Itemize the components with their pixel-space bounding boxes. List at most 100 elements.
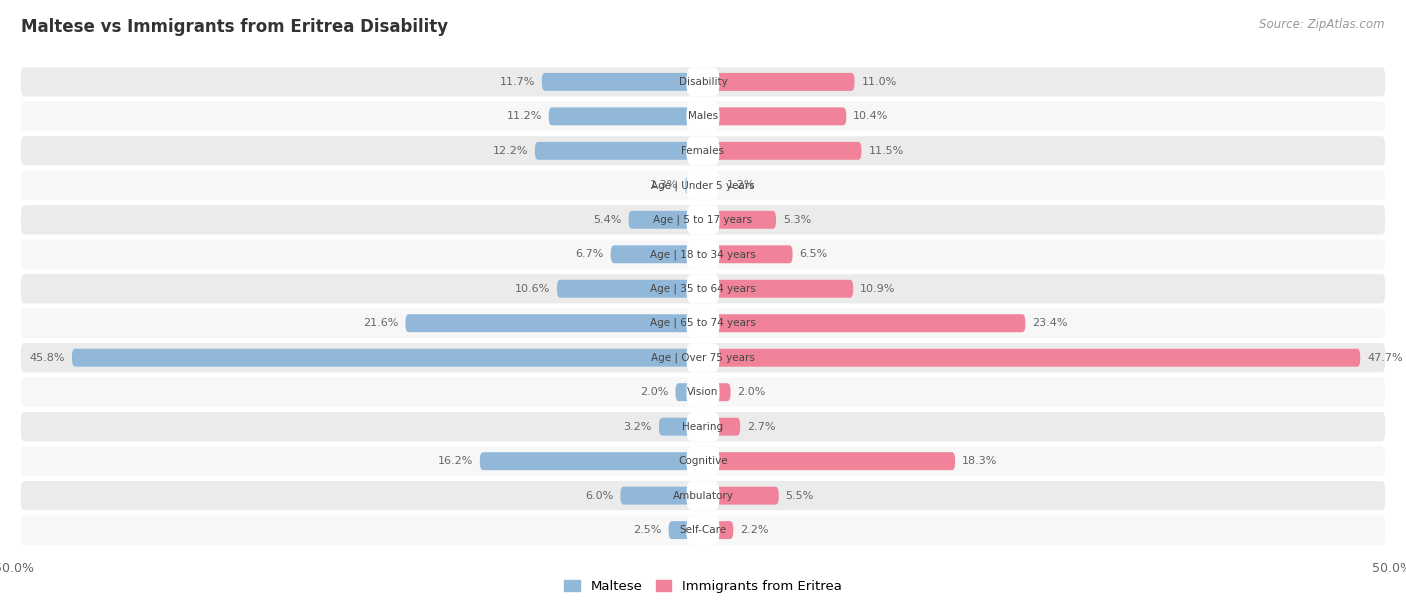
FancyBboxPatch shape	[541, 73, 703, 91]
FancyBboxPatch shape	[686, 378, 720, 407]
FancyBboxPatch shape	[686, 481, 720, 510]
Text: 21.6%: 21.6%	[363, 318, 398, 328]
FancyBboxPatch shape	[686, 447, 720, 476]
Text: Age | 18 to 34 years: Age | 18 to 34 years	[650, 249, 756, 259]
Text: 1.2%: 1.2%	[727, 181, 755, 190]
Text: Cognitive: Cognitive	[678, 456, 728, 466]
Text: Males: Males	[688, 111, 718, 121]
Text: 45.8%: 45.8%	[30, 353, 65, 363]
FancyBboxPatch shape	[72, 349, 703, 367]
Text: Age | 65 to 74 years: Age | 65 to 74 years	[650, 318, 756, 329]
FancyBboxPatch shape	[21, 171, 1385, 200]
Text: 5.5%: 5.5%	[786, 491, 814, 501]
Text: 10.6%: 10.6%	[515, 284, 550, 294]
Text: Age | Over 75 years: Age | Over 75 years	[651, 353, 755, 363]
FancyBboxPatch shape	[703, 107, 846, 125]
FancyBboxPatch shape	[405, 315, 703, 332]
FancyBboxPatch shape	[628, 211, 703, 229]
Text: 1.3%: 1.3%	[650, 181, 678, 190]
FancyBboxPatch shape	[21, 481, 1385, 510]
FancyBboxPatch shape	[21, 136, 1385, 165]
Text: 23.4%: 23.4%	[1032, 318, 1067, 328]
Text: 11.2%: 11.2%	[506, 111, 541, 121]
FancyBboxPatch shape	[703, 245, 793, 263]
FancyBboxPatch shape	[675, 383, 703, 401]
FancyBboxPatch shape	[686, 309, 720, 338]
Text: Ambulatory: Ambulatory	[672, 491, 734, 501]
FancyBboxPatch shape	[703, 211, 776, 229]
Text: Vision: Vision	[688, 387, 718, 397]
Text: 11.0%: 11.0%	[862, 77, 897, 87]
Text: 16.2%: 16.2%	[437, 456, 472, 466]
FancyBboxPatch shape	[686, 240, 720, 269]
FancyBboxPatch shape	[686, 516, 720, 545]
FancyBboxPatch shape	[703, 383, 731, 401]
Text: Age | Under 5 years: Age | Under 5 years	[651, 180, 755, 190]
FancyBboxPatch shape	[610, 245, 703, 263]
FancyBboxPatch shape	[21, 67, 1385, 97]
Text: 47.7%: 47.7%	[1367, 353, 1403, 363]
Text: Source: ZipAtlas.com: Source: ZipAtlas.com	[1260, 18, 1385, 31]
FancyBboxPatch shape	[557, 280, 703, 297]
Text: 6.0%: 6.0%	[585, 491, 613, 501]
Text: 12.2%: 12.2%	[492, 146, 529, 156]
FancyBboxPatch shape	[703, 142, 862, 160]
FancyBboxPatch shape	[21, 343, 1385, 372]
Text: 2.7%: 2.7%	[747, 422, 776, 431]
FancyBboxPatch shape	[703, 349, 1360, 367]
FancyBboxPatch shape	[21, 102, 1385, 131]
FancyBboxPatch shape	[703, 176, 720, 194]
FancyBboxPatch shape	[703, 315, 1025, 332]
Text: 2.5%: 2.5%	[633, 525, 662, 535]
FancyBboxPatch shape	[479, 452, 703, 470]
FancyBboxPatch shape	[21, 308, 1385, 338]
FancyBboxPatch shape	[686, 205, 720, 234]
Text: 3.2%: 3.2%	[624, 422, 652, 431]
FancyBboxPatch shape	[21, 274, 1385, 304]
Text: 11.5%: 11.5%	[869, 146, 904, 156]
FancyBboxPatch shape	[686, 412, 720, 441]
FancyBboxPatch shape	[21, 205, 1385, 234]
Text: 2.2%: 2.2%	[740, 525, 769, 535]
Text: 6.7%: 6.7%	[575, 249, 603, 259]
FancyBboxPatch shape	[703, 487, 779, 505]
Text: 18.3%: 18.3%	[962, 456, 997, 466]
FancyBboxPatch shape	[21, 240, 1385, 269]
Text: 5.3%: 5.3%	[783, 215, 811, 225]
Legend: Maltese, Immigrants from Eritrea: Maltese, Immigrants from Eritrea	[558, 575, 848, 598]
FancyBboxPatch shape	[685, 176, 703, 194]
FancyBboxPatch shape	[703, 452, 955, 470]
Text: 2.0%: 2.0%	[640, 387, 669, 397]
FancyBboxPatch shape	[669, 521, 703, 539]
Text: 2.0%: 2.0%	[738, 387, 766, 397]
FancyBboxPatch shape	[620, 487, 703, 505]
Text: Age | 35 to 64 years: Age | 35 to 64 years	[650, 283, 756, 294]
Text: Hearing: Hearing	[682, 422, 724, 431]
FancyBboxPatch shape	[21, 412, 1385, 441]
Text: 6.5%: 6.5%	[800, 249, 828, 259]
Text: Disability: Disability	[679, 77, 727, 87]
Text: Females: Females	[682, 146, 724, 156]
Text: 10.9%: 10.9%	[860, 284, 896, 294]
FancyBboxPatch shape	[21, 378, 1385, 407]
FancyBboxPatch shape	[703, 521, 734, 539]
FancyBboxPatch shape	[703, 418, 740, 436]
Text: 10.4%: 10.4%	[853, 111, 889, 121]
Text: 11.7%: 11.7%	[499, 77, 534, 87]
FancyBboxPatch shape	[703, 280, 853, 297]
FancyBboxPatch shape	[534, 142, 703, 160]
Text: 5.4%: 5.4%	[593, 215, 621, 225]
FancyBboxPatch shape	[686, 136, 720, 165]
FancyBboxPatch shape	[21, 515, 1385, 545]
FancyBboxPatch shape	[703, 73, 855, 91]
FancyBboxPatch shape	[548, 107, 703, 125]
FancyBboxPatch shape	[686, 102, 720, 131]
Text: Age | 5 to 17 years: Age | 5 to 17 years	[654, 215, 752, 225]
FancyBboxPatch shape	[686, 171, 720, 200]
FancyBboxPatch shape	[686, 67, 720, 96]
FancyBboxPatch shape	[21, 447, 1385, 476]
Text: Maltese vs Immigrants from Eritrea Disability: Maltese vs Immigrants from Eritrea Disab…	[21, 18, 449, 36]
FancyBboxPatch shape	[659, 418, 703, 436]
FancyBboxPatch shape	[686, 274, 720, 303]
Text: Self-Care: Self-Care	[679, 525, 727, 535]
